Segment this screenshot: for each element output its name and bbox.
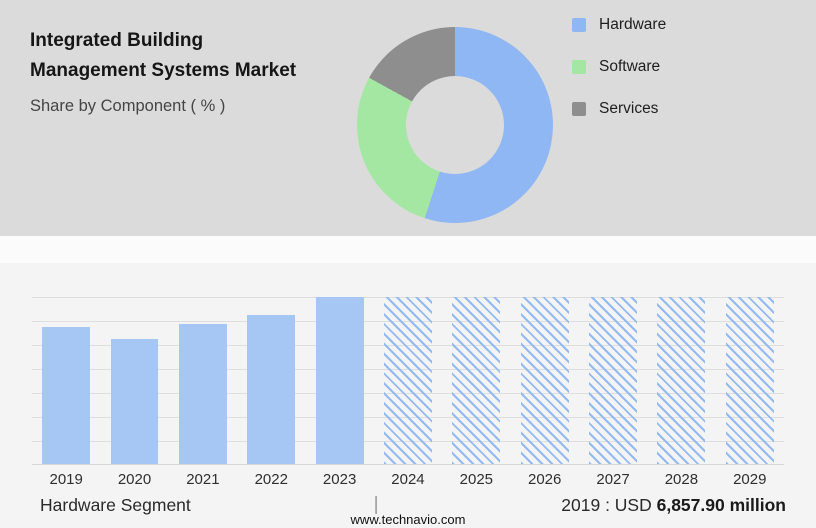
bar-slot [32, 297, 100, 464]
legend-item-software: Software [572, 58, 666, 76]
value-amount: 6,857.90 million [656, 494, 786, 515]
x-tick-2029: 2029 [733, 471, 767, 488]
separator: | [373, 494, 379, 515]
website-url: www.technavio.com [350, 512, 466, 527]
segment-label: Hardware Segment [40, 494, 191, 515]
x-tick-2021: 2021 [186, 471, 220, 488]
x-tick-2022: 2022 [254, 471, 288, 488]
bar-slot [647, 297, 715, 464]
x-tick-2024: 2024 [391, 471, 425, 488]
section-divider [0, 236, 816, 263]
x-tick-2025: 2025 [459, 471, 494, 488]
x-tick-2023: 2023 [322, 471, 357, 488]
forecast-bar-2026 [520, 297, 569, 464]
legend-swatch-software [572, 60, 586, 74]
bar-2020 [110, 338, 159, 464]
value-annotation: 2019 : USD 6,857.90 million [561, 495, 786, 516]
legend-label-software: Software [599, 58, 661, 75]
report-title-line-2: Management Systems Market [30, 60, 297, 81]
x-tick-2020: 2020 [117, 471, 152, 488]
legend-swatch-hardware [572, 18, 586, 32]
bar-slot [374, 297, 442, 464]
bar-slot [442, 297, 510, 464]
legend-swatch-services [572, 102, 586, 116]
legend-item-hardware: Hardware [572, 16, 666, 34]
bar-chart-section: 2019 2020 2021 2022 2023 2024 2025 2026 2027 2028… [32, 297, 784, 488]
bar-slot [716, 297, 784, 464]
bar-plot [32, 297, 784, 465]
legend-label-hardware: Hardware [599, 16, 667, 33]
legend-item-services: Services [572, 100, 666, 118]
forecast-bar-2029 [725, 297, 774, 464]
footer-row: Hardware Segment | 2019 : USD 6,857.90 m… [40, 494, 786, 516]
x-tick-2026: 2026 [528, 471, 562, 488]
bar-2023 [315, 297, 364, 464]
forecast-bar-2027 [589, 297, 637, 464]
forecast-bar-2028 [657, 297, 706, 464]
bar-2022 [247, 315, 296, 464]
legend: Hardware Software Services [572, 16, 666, 118]
donut-hole [406, 76, 504, 174]
bar-slot [579, 297, 647, 464]
bar-2021 [178, 323, 227, 464]
bar-2019 [42, 327, 91, 464]
donut-chart [357, 27, 553, 223]
forecast-bar-2024 [384, 297, 432, 464]
bar-slot [305, 297, 373, 464]
x-axis-labels: 2019 2020 2021 2022 2023 2024 2025 2026 2027 2028… [32, 471, 784, 488]
header-section: Integrated Building Management Systems M… [0, 0, 816, 236]
chart-subtitle: Share by Component ( % ) [30, 97, 226, 115]
report-title-line-1: Integrated Building [30, 30, 204, 51]
legend-label-services: Services [599, 100, 659, 117]
bar-slot [100, 297, 168, 464]
x-tick-2028: 2028 [664, 471, 699, 488]
title-block: Integrated Building Management Systems M… [30, 26, 296, 119]
bar-slot [511, 297, 579, 464]
x-tick-2027: 2027 [596, 471, 630, 488]
bar-slot [237, 297, 305, 464]
value-prefix: 2019 : USD [561, 494, 657, 515]
forecast-bar-2025 [452, 297, 501, 464]
bar-slot [169, 297, 237, 464]
x-tick-2019: 2019 [49, 471, 83, 488]
